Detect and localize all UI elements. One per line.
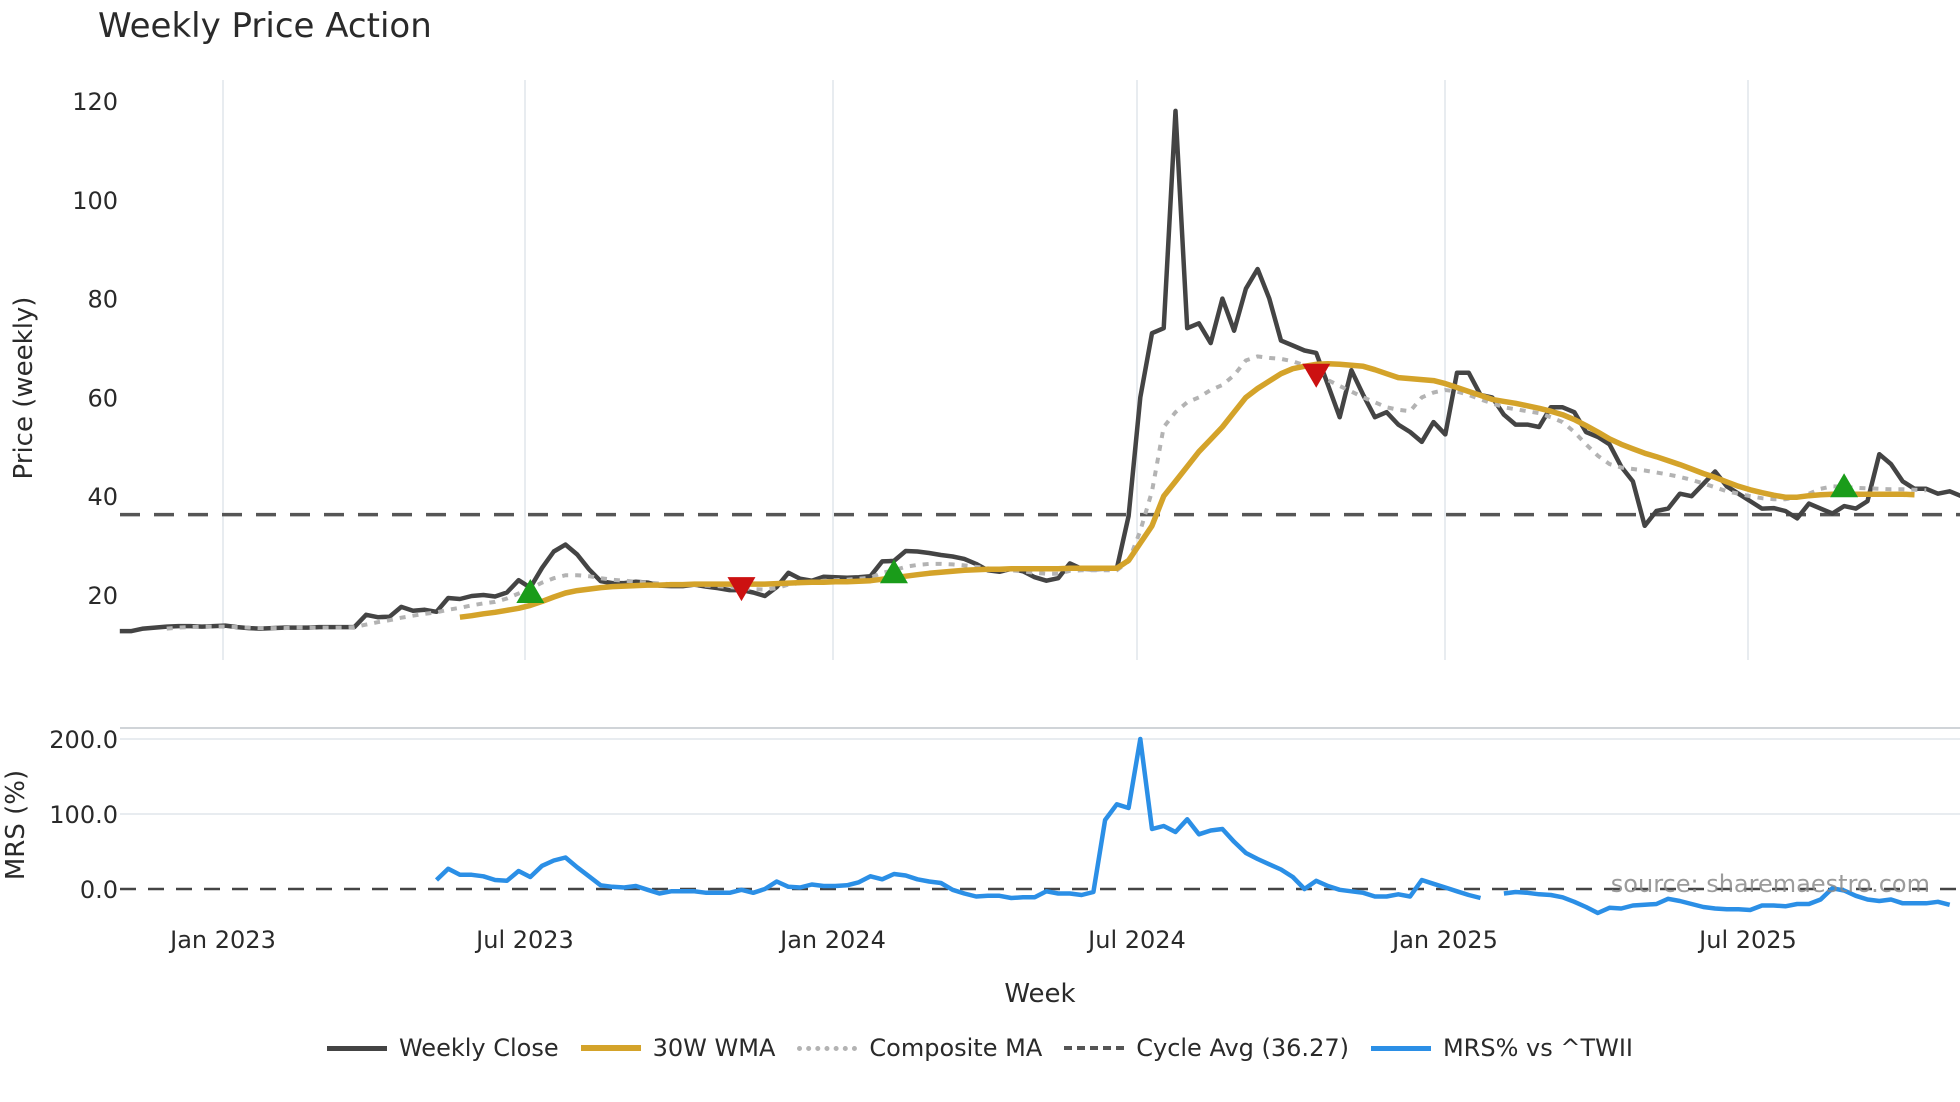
- legend: Weekly Close 30W WMA Composite MA Cycle …: [0, 1034, 1960, 1062]
- legend-item-weekly-close[interactable]: Weekly Close: [326, 1034, 559, 1062]
- chart-title: Weekly Price Action: [98, 6, 432, 46]
- gridlines: [120, 80, 1960, 815]
- y-tick-label: 120: [72, 88, 118, 116]
- legend-label: Cycle Avg (36.27): [1136, 1034, 1349, 1062]
- y-tick-label: 60: [87, 384, 118, 412]
- y-tick-label: 40: [87, 483, 118, 511]
- x-tick-label: Jul 2024: [1086, 926, 1186, 954]
- legend-label: MRS% vs ^TWII: [1442, 1034, 1634, 1062]
- dashed-line-swatch-icon: [1064, 1046, 1125, 1050]
- legend-item-composite-ma[interactable]: Composite MA: [797, 1034, 1042, 1062]
- price-y-axis-title: Price (weekly): [9, 297, 39, 480]
- y-tick-label: 20: [87, 582, 118, 610]
- y-tick-label: 0.0: [80, 876, 118, 904]
- legend-label: Weekly Close: [398, 1034, 559, 1062]
- mrs-plot[interactable]: [120, 736, 1960, 916]
- sell-signal-triangle-icon: [1302, 363, 1331, 388]
- price-plot[interactable]: [119, 108, 1960, 634]
- dotted-line-swatch-icon: [797, 1045, 858, 1051]
- legend-item-30w-wma[interactable]: 30W WMA: [580, 1034, 776, 1062]
- mrs-y-axis-title: MRS (%): [1, 770, 31, 880]
- buy-signal-triangle-icon: [1830, 473, 1859, 498]
- weekly-close-line[interactable]: [119, 108, 1960, 634]
- y-tick-label: 100: [72, 187, 118, 215]
- x-tick-label: Jan 2023: [168, 926, 276, 954]
- buy-signal-triangle-icon: [879, 559, 908, 584]
- line-swatch-icon: [580, 1045, 641, 1051]
- buy-signal-triangle-icon: [516, 579, 545, 604]
- wma-30w-line[interactable]: [459, 361, 1915, 620]
- x-tick-label: Jul 2023: [474, 926, 574, 954]
- sell-signal-triangle-icon: [727, 577, 756, 602]
- y-tick-label: 80: [87, 286, 118, 314]
- y-tick-label: 100.0: [49, 801, 118, 829]
- legend-item-cycle-avg[interactable]: Cycle Avg (36.27): [1064, 1034, 1349, 1062]
- axes: 20 40 60 80 100 120 0.0 100.0 200.0 Jan 2023 Jul 2…: [49, 88, 1797, 954]
- y-tick-label: 200.0: [49, 726, 118, 754]
- mrs-line[interactable]: [1503, 886, 1951, 916]
- x-tick-label: Jul 2025: [1697, 926, 1797, 954]
- line-swatch-icon: [326, 1045, 387, 1051]
- x-tick-label: Jan 2024: [778, 926, 886, 954]
- line-swatch-icon: [1370, 1045, 1431, 1051]
- mrs-line[interactable]: [434, 736, 1482, 901]
- x-tick-label: Jan 2025: [1390, 926, 1498, 954]
- composite-ma-line[interactable]: [166, 354, 1927, 631]
- legend-item-mrs[interactable]: MRS% vs ^TWII: [1370, 1034, 1634, 1062]
- legend-label: 30W WMA: [652, 1034, 776, 1062]
- signal-markers: [516, 363, 1859, 604]
- source-watermark: source: sharemaestro.com: [1611, 870, 1930, 898]
- legend-label: Composite MA: [869, 1034, 1043, 1062]
- x-axis-title: Week: [1004, 979, 1075, 1009]
